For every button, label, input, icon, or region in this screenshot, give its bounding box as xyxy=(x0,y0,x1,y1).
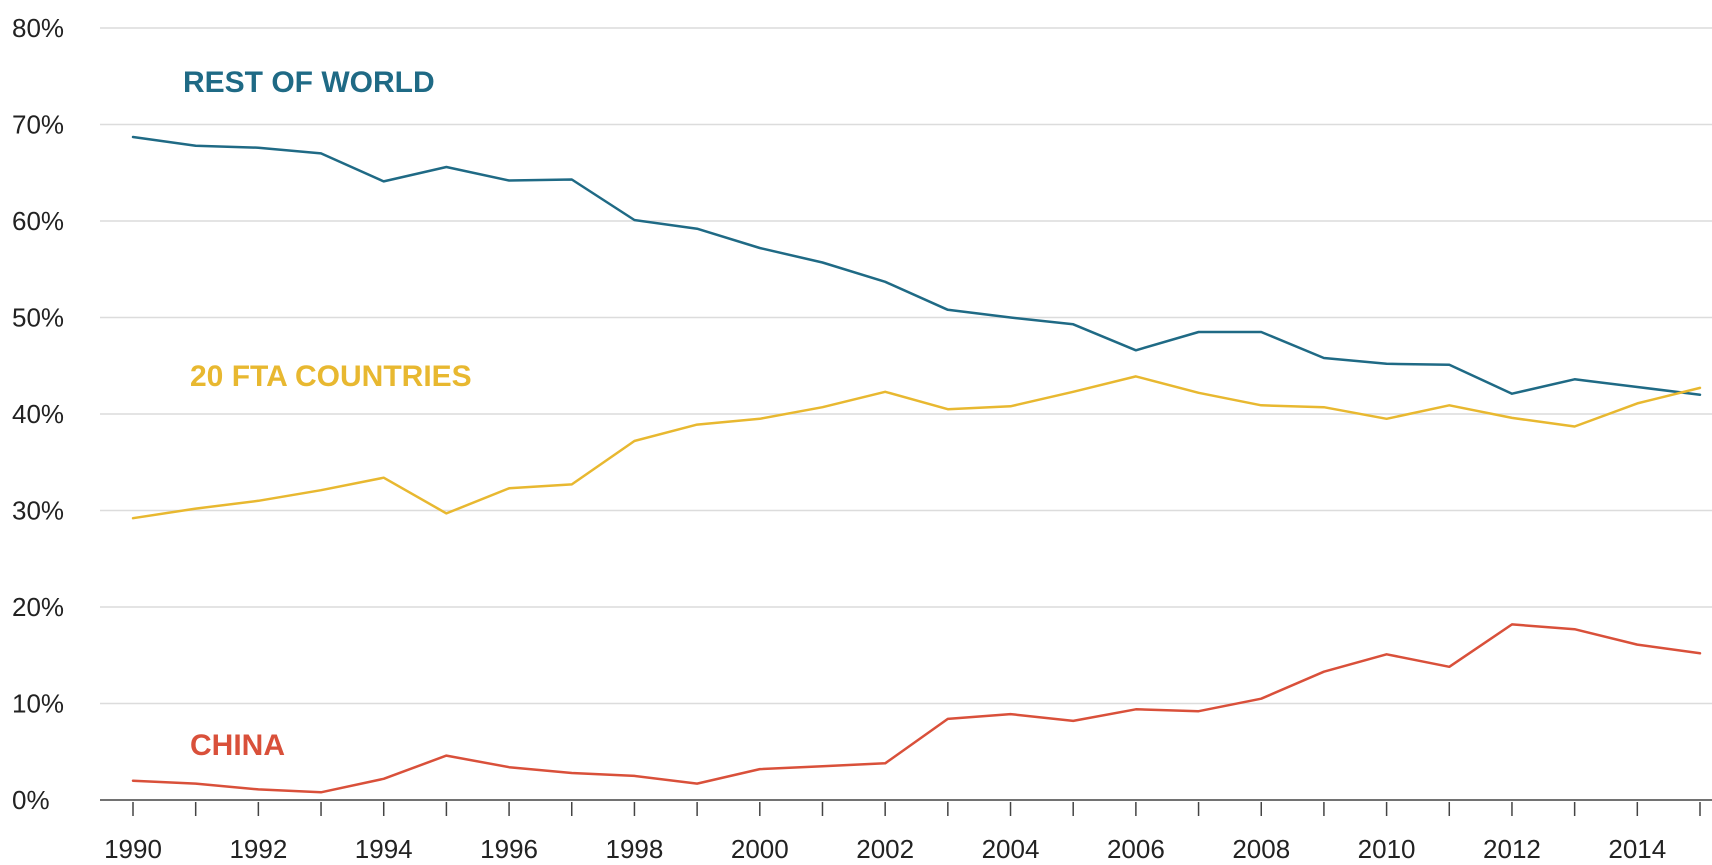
y-tick-label: 70% xyxy=(12,110,64,140)
series-line-rest-of-world xyxy=(131,135,1702,396)
x-tick-label: 2014 xyxy=(1608,834,1666,864)
series-labels: REST OF WORLD 20 FTA COUNTRIES CHINA xyxy=(183,66,472,762)
y-tick-label: 10% xyxy=(12,689,64,719)
y-tick-label: 30% xyxy=(12,496,64,526)
y-tick-label: 80% xyxy=(12,13,64,43)
x-axis-tick-labels: 1990 1992 1994 1996 1998 2000 2002 2004 2006 2008… xyxy=(104,834,1666,864)
x-tick-label: 2008 xyxy=(1232,834,1290,864)
x-tick-label: 1990 xyxy=(104,834,162,864)
series-label-rest-of-world: REST OF WORLD xyxy=(183,66,435,99)
y-tick-label: 50% xyxy=(12,303,64,333)
x-tick-label: 1996 xyxy=(480,834,538,864)
x-axis xyxy=(100,799,1712,816)
y-tick-label: 0% xyxy=(12,785,50,815)
y-axis-tick-labels: 0% 10% 20% 30% 40% 50% 60% 70% 80% xyxy=(12,13,64,815)
series-lines xyxy=(131,135,1702,794)
gridlines xyxy=(100,27,1712,705)
series-label-china: CHINA xyxy=(190,729,285,762)
x-tick-label: 2010 xyxy=(1358,834,1416,864)
x-tick-label: 2000 xyxy=(731,834,789,864)
x-tick-label: 1998 xyxy=(606,834,664,864)
series-line-20-fta-countries xyxy=(131,375,1702,520)
x-tick-label: 2002 xyxy=(856,834,914,864)
series-line-china xyxy=(131,623,1702,794)
x-tick-label: 2006 xyxy=(1107,834,1165,864)
y-tick-label: 60% xyxy=(12,206,64,236)
x-tick-label: 2012 xyxy=(1483,834,1541,864)
x-tick-label: 1992 xyxy=(229,834,287,864)
y-tick-label: 20% xyxy=(12,592,64,622)
x-tick-label: 1994 xyxy=(355,834,413,864)
y-tick-label: 40% xyxy=(12,399,64,429)
series-label-20-fta-countries: 20 FTA COUNTRIES xyxy=(190,360,472,393)
x-tick-label: 2004 xyxy=(982,834,1040,864)
